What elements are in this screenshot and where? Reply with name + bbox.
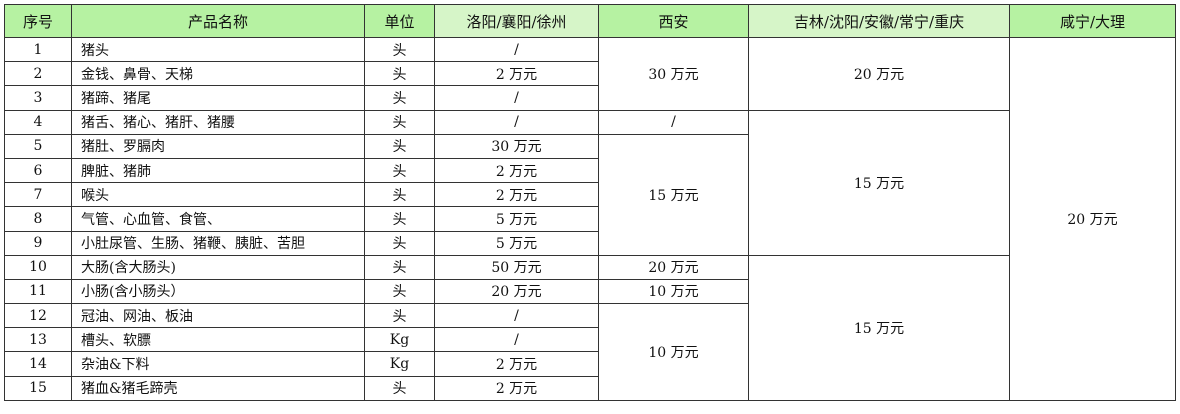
price-luoyang: 30 万元 xyxy=(434,133,599,159)
row-index: 2 xyxy=(4,61,72,87)
product-name: 小肠(含小肠头） xyxy=(71,278,365,305)
header-xian: 西安 xyxy=(598,4,749,38)
row-index: 3 xyxy=(4,85,72,111)
table-row: 4 猪舌、猪心、猪肝、猪腰头 //15 万元 xyxy=(4,109,1176,256)
price-xianning: 20 万元 xyxy=(1009,37,1176,401)
price-luoyang: / xyxy=(434,36,599,63)
row-index: 13 xyxy=(4,327,72,353)
unit: 头 xyxy=(364,61,435,87)
unit: 头 xyxy=(364,133,435,159)
price-luoyang: 2 万元 xyxy=(434,61,599,87)
unit: 头 xyxy=(364,36,435,63)
price-table: 序号 产品名称 单位 洛阳/襄阳/徐州 西安 吉林/沈阳/安徽/常宁/重庆 咸宁… xyxy=(4,4,1176,401)
row-index: 11 xyxy=(4,278,72,305)
price-luoyang: 5 万元 xyxy=(434,230,599,256)
product-name: 猪头 xyxy=(71,36,365,63)
table-row: 11 小肠(含小肠头）头 20 万元 10 万元 xyxy=(4,278,1176,305)
price-luoyang: 2 万元 xyxy=(434,351,599,377)
table-row: 6 脾脏、猪肺头 2 万元 xyxy=(4,157,1176,184)
product-name: 脾脏、猪肺 xyxy=(71,157,365,184)
header-row: 序号 产品名称 单位 洛阳/襄阳/徐州 西安 吉林/沈阳/安徽/常宁/重庆 咸宁… xyxy=(4,4,1176,38)
table-row: 14 杂油&下料 Kg 2 万元 xyxy=(4,351,1176,377)
unit: 头 xyxy=(364,206,435,232)
product-name: 气管、心血管、食管、 xyxy=(71,206,365,232)
product-name: 小肚尿管、生肠、猪鞭、胰脏、苦胆 xyxy=(71,230,365,256)
table-row: 3 猪蹄、猪尾头 / xyxy=(4,85,1176,111)
row-index: 1 xyxy=(4,36,72,63)
product-name: 猪肚、罗膈肉 xyxy=(71,133,365,159)
header-unit: 单位 xyxy=(364,4,435,38)
table-row: 10 大肠(含大肠头) 头 50 万元 20 万元 15 万元 xyxy=(4,254,1176,401)
product-name: 猪血&猪毛蹄壳 xyxy=(71,375,365,401)
row-index: 10 xyxy=(4,254,72,280)
row-index: 4 xyxy=(4,109,72,135)
unit: 头 xyxy=(364,303,435,329)
unit: 头 xyxy=(364,230,435,256)
header-index: 序号 xyxy=(4,4,72,38)
product-name: 猪舌、猪心、猪肝、猪腰 xyxy=(71,109,365,135)
unit: Kg xyxy=(364,351,435,377)
row-index: 14 xyxy=(4,351,72,377)
price-jilin: 15 万元 xyxy=(748,109,1010,256)
row-index: 15 xyxy=(4,375,72,401)
price-luoyang: 50 万元 xyxy=(434,254,599,280)
price-xian: / xyxy=(598,109,749,135)
unit: 头 xyxy=(364,157,435,184)
price-luoyang: 5 万元 xyxy=(434,206,599,232)
product-name: 大肠(含大肠头) xyxy=(71,254,365,280)
header-luoyang: 洛阳/襄阳/徐州 xyxy=(434,4,599,38)
header-jilin: 吉林/沈阳/安徽/常宁/重庆 xyxy=(748,4,1010,38)
unit: 头 xyxy=(364,278,435,305)
table-row: 12 冠油、网油、板油头/10 万元 xyxy=(4,303,1176,401)
table-row: 13 槽头、软膘 Kg / xyxy=(4,327,1176,353)
product-name: 杂油&下料 xyxy=(71,351,365,377)
price-xian: 15 万元 xyxy=(598,133,749,256)
product-name: 喉头 xyxy=(71,182,365,208)
header-product-name: 产品名称 xyxy=(71,4,365,38)
header-xianning: 咸宁/大理 xyxy=(1009,4,1176,38)
unit: Kg xyxy=(364,327,435,353)
table-row: 1 猪头头/30 万元 20 万元 20 万元 xyxy=(4,36,1176,401)
row-index: 7 xyxy=(4,182,72,208)
price-luoyang: 2 万元 xyxy=(434,157,599,184)
price-luoyang: / xyxy=(434,327,599,353)
unit: 头 xyxy=(364,182,435,208)
unit: 头 xyxy=(364,375,435,401)
price-luoyang: / xyxy=(434,85,599,111)
price-xian: 10 万元 xyxy=(598,278,749,305)
unit: 头 xyxy=(364,85,435,111)
table-row: 9 小肚尿管、生肠、猪鞭、胰脏、苦胆头 5 万元 xyxy=(4,230,1176,256)
price-xian: 30 万元 xyxy=(598,37,749,111)
table-row: 5 猪肚、罗膈肉头 30 万元 15 万元 xyxy=(4,133,1176,256)
price-luoyang: 2 万元 xyxy=(434,182,599,208)
table-row: 15 猪血&猪毛蹄壳头 2 万元 xyxy=(4,375,1176,401)
product-name: 冠油、网油、板油 xyxy=(71,303,365,329)
row-index: 8 xyxy=(4,206,72,232)
table-row: 7 喉头头 2 万元 xyxy=(4,182,1176,208)
price-luoyang: 2 万元 xyxy=(434,375,599,401)
price-xian: 10 万元 xyxy=(598,303,749,401)
row-index: 9 xyxy=(4,230,72,256)
price-jilin: 20 万元 xyxy=(748,37,1010,111)
row-index: 12 xyxy=(4,303,72,329)
price-luoyang: 20 万元 xyxy=(434,278,599,305)
price-luoyang: / xyxy=(434,303,599,329)
product-name: 猪蹄、猪尾 xyxy=(71,85,365,111)
price-jilin: 15 万元 xyxy=(748,254,1010,401)
product-name: 槽头、软膘 xyxy=(71,327,365,353)
row-index: 6 xyxy=(4,157,72,184)
row-index: 5 xyxy=(4,133,72,159)
price-xian: 20 万元 xyxy=(598,254,749,280)
unit: 头 xyxy=(364,109,435,135)
unit: 头 xyxy=(364,254,435,280)
product-name: 金钱、鼻骨、天梯 xyxy=(71,61,365,87)
price-luoyang: / xyxy=(434,109,599,135)
